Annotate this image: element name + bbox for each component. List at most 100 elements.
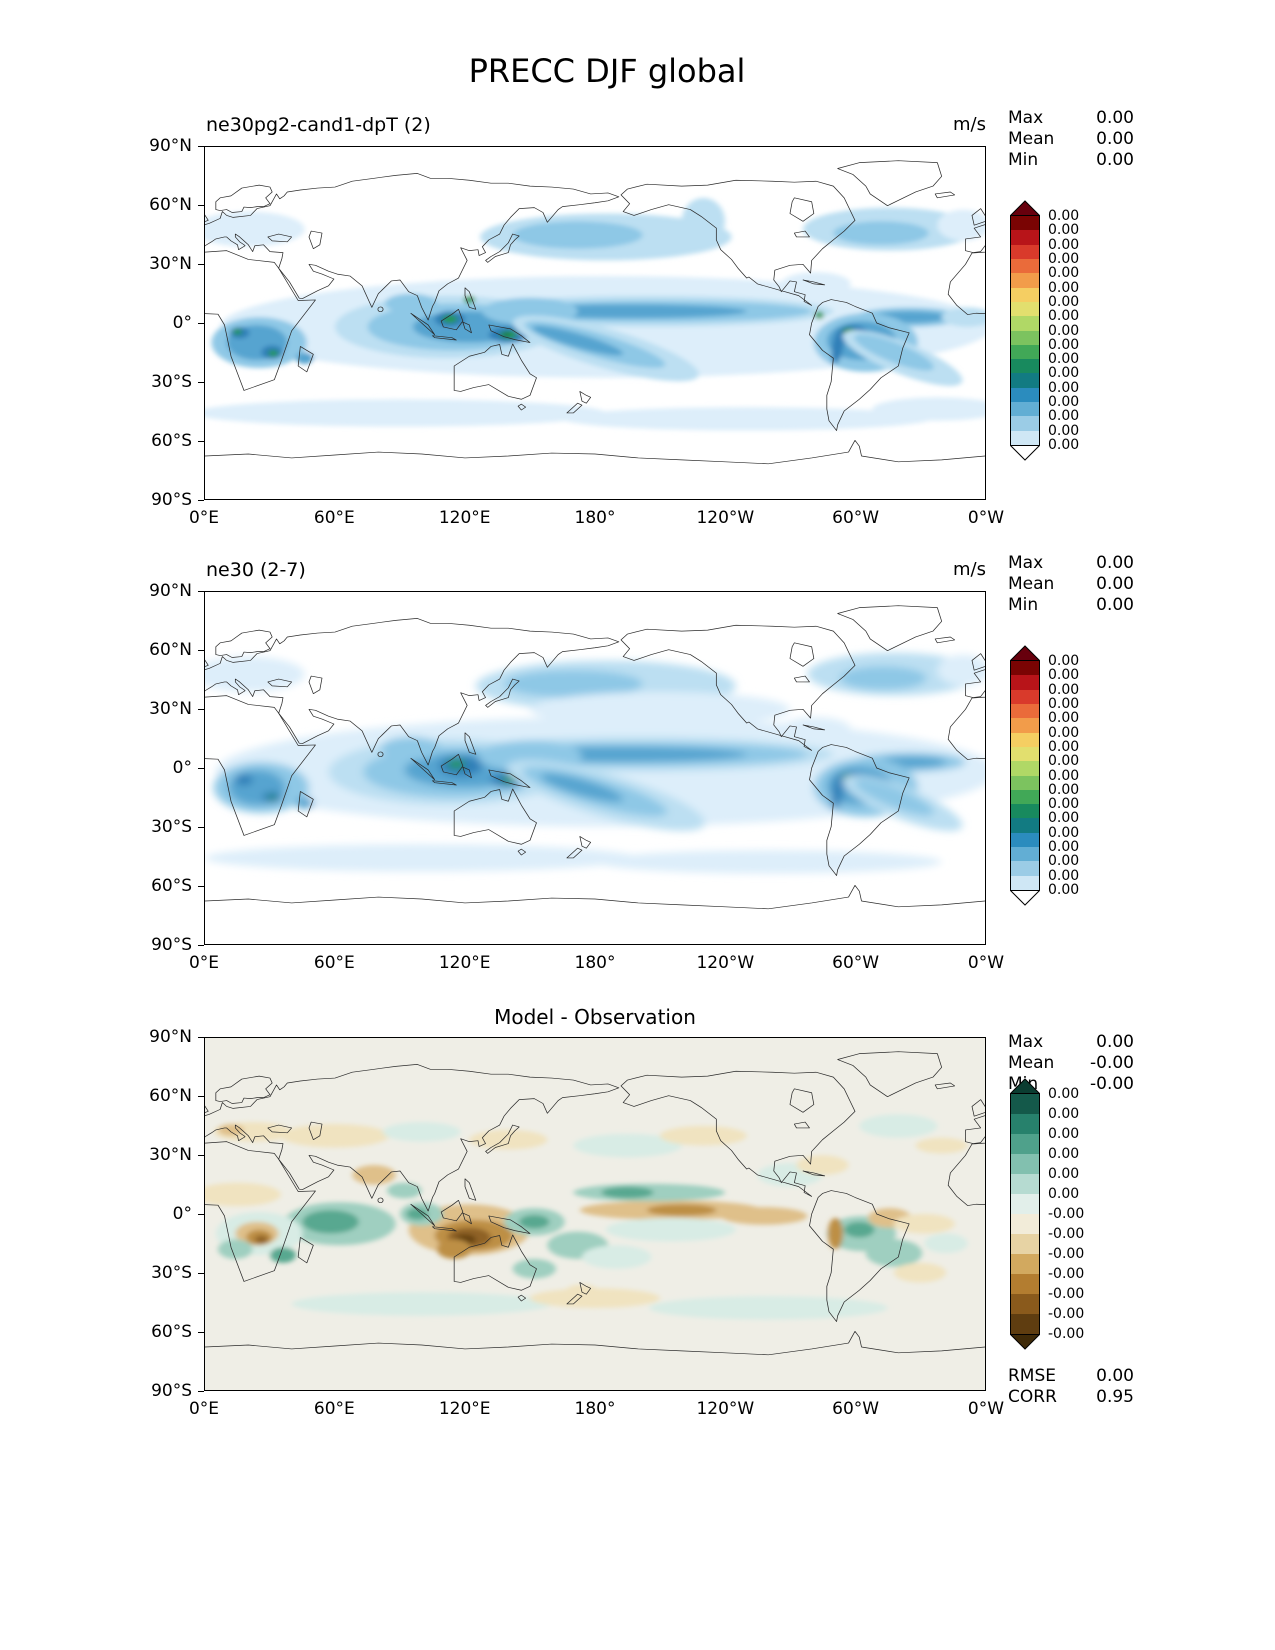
panel-1-colorbar [1010,200,1040,461]
panel-1-title: ne30pg2-cand1-dpT (2) [206,114,431,136]
colorbar-segment [1011,258,1039,274]
stat-label: Mean [1008,1053,1055,1073]
panel-2-title: ne30 (2-7) [206,559,306,581]
stat-value: 0.00 [1096,595,1134,615]
stat-row: Mean 0.00 [1008,129,1134,150]
panel-3-stats: Max 0.00 Mean -0.00 Min -0.00 [1008,1032,1134,1095]
colorbar-segment [1011,1294,1039,1314]
colorbar-segment [1011,359,1039,374]
stat-value: -0.00 [1090,1074,1134,1094]
colorbar-arrow-down [1010,1334,1040,1350]
colorbar-segment [1011,1114,1039,1134]
panel-2-map-frame [204,591,986,945]
stat-value: 0.00 [1096,150,1134,170]
panel-3-map [205,1038,985,1390]
colorbar-arrow-down [1010,890,1040,906]
panel-2-x-axis: 0°E 60°E 120°E 180° 120°W 60°W 0°W [188,953,1005,973]
panel-3-title: Model - Observation [494,1005,696,1029]
stat-label: Mean [1008,129,1055,149]
stat-value: 0.00 [1096,108,1134,128]
colorbar-segment [1011,244,1039,259]
panel-1-y-axis: 90°N 60°N 30°N 0° 30°S 60°S 90°S [149,136,192,510]
colorbar-segment [1011,416,1039,431]
panel-1-x-tickmarks [204,500,986,506]
stat-label: Min [1008,150,1039,170]
panel-2-colorbar [1010,645,1040,906]
colorbar-arrow-up [1010,200,1040,216]
colorbar-segment [1011,775,1039,790]
colorbar-segment [1011,732,1039,747]
panel-3-map-frame [204,1037,986,1391]
colorbar-segment [1011,746,1039,762]
stat-label: Mean [1008,574,1055,594]
panel-2-y-axis: 90°N 60°N 30°N 0° 30°S 60°S 90°S [149,581,192,955]
panel-2-units: m/s [953,559,986,580]
panel-2-stats: Max 0.00 Mean 0.00 Min 0.00 [1008,553,1134,616]
stat-value: 0.00 [1096,129,1134,149]
stat-row: Max 0.00 [1008,108,1134,129]
colorbar-segment [1011,718,1039,733]
panel-1-y-tickmarks [198,145,204,501]
stat-value: -0.00 [1090,1053,1134,1073]
colorbar-segment [1011,1314,1039,1334]
stat-row: CORR 0.95 [1008,1387,1134,1408]
panel-3-y-axis: 90°N 60°N 30°N 0° 30°S 60°S 90°S [149,1027,192,1401]
stat-label: CORR [1008,1387,1057,1407]
stat-value: 0.00 [1096,574,1134,594]
stat-value: 0.95 [1096,1387,1134,1407]
colorbar-arrow-down [1010,445,1040,461]
colorbar-segment [1011,832,1039,848]
panel-1-colorbar-ticks: 0.00 0.00 0.00 0.00 0.00 0.00 0.00 0.00 0.00 0.00… [1048,208,1080,453]
stat-value: 0.00 [1096,1366,1134,1386]
colorbar-segment [1011,1094,1039,1114]
colorbar-segment [1011,1134,1039,1154]
colorbar-segment [1011,1274,1039,1294]
colorbar-segment [1011,273,1039,288]
panel-3-x-axis: 0°E 60°E 120°E 180° 120°W 60°W 0°W [188,1399,1005,1419]
panel-1-units: m/s [953,114,986,135]
figure-title: PRECC DJF global [468,52,746,90]
panel-3-footer-stats: RMSE 0.00 CORR 0.95 [1008,1366,1134,1408]
stat-row: Max 0.00 [1008,1032,1134,1053]
stat-row: Mean 0.00 [1008,574,1134,595]
colorbar-body [1010,216,1040,445]
colorbar-body [1010,1094,1040,1334]
colorbar-segment [1011,1154,1039,1174]
colorbar-segment [1011,230,1039,245]
colorbar-segment [1011,316,1039,331]
stat-row: Min 0.00 [1008,595,1134,616]
colorbar-segment [1011,675,1039,690]
colorbar-segment [1011,761,1039,776]
colorbar-segment [1011,301,1039,317]
panel-1-map [205,147,985,499]
panel-3-colorbar-ticks: 0.00 0.00 0.00 0.00 0.00 0.00 -0.00 -0.00 -0.00-… [1048,1086,1085,1342]
colorbar-segment [1011,789,1039,805]
stat-value: 0.00 [1096,553,1134,573]
colorbar-segment [1011,818,1039,833]
colorbar-segment [1011,804,1039,819]
colorbar-segment [1011,875,1039,890]
colorbar-segment [1011,1254,1039,1274]
stat-label: Max [1008,1032,1044,1052]
stat-label: RMSE [1008,1366,1057,1386]
panel-1-x-axis: 0°E 60°E 120°E 180° 120°W 60°W 0°W [188,508,1005,528]
colorbar-segment [1011,387,1039,403]
panel-1-stats: Max 0.00 Mean 0.00 Min 0.00 [1008,108,1134,171]
colorbar-segment [1011,1194,1039,1214]
panel-2-colorbar-ticks: 0.00 0.00 0.00 0.00 0.00 0.00 0.00 0.00 0.00 0.00… [1048,653,1080,898]
stat-label: Max [1008,553,1044,573]
colorbar-segment [1011,330,1039,345]
colorbar-segment [1011,430,1039,445]
colorbar-segment [1011,1234,1039,1254]
colorbar-segment [1011,402,1039,417]
stat-row: Max 0.00 [1008,553,1134,574]
colorbar-segment [1011,861,1039,876]
stat-label: Max [1008,108,1044,128]
panel-2-x-tickmarks [204,945,986,951]
colorbar-arrow-up [1010,1078,1040,1094]
colorbar-segment [1011,661,1039,676]
stat-row: Min 0.00 [1008,150,1134,171]
colorbar-segment [1011,373,1039,388]
colorbar-body [1010,661,1040,890]
